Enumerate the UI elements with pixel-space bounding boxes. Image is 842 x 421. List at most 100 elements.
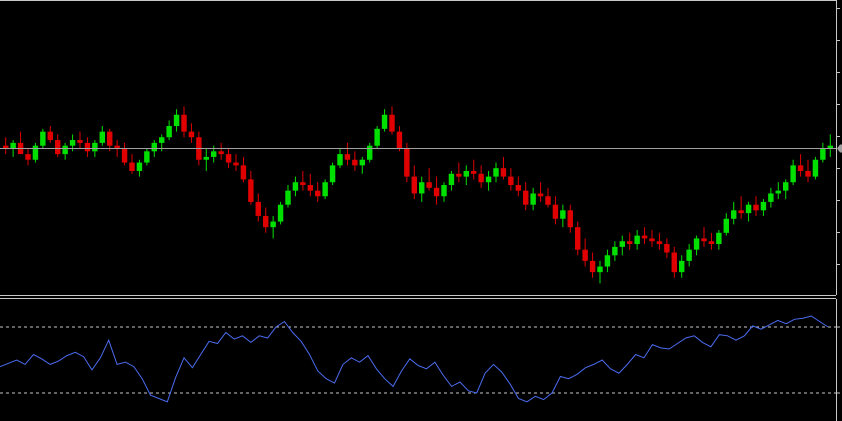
candle-body: [285, 190, 291, 205]
candle-down: [575, 221, 581, 256]
candle-body: [107, 131, 113, 146]
candle-body: [627, 241, 633, 245]
candle-down: [582, 238, 588, 267]
candle-up: [493, 162, 499, 183]
candle-body: [582, 249, 588, 261]
candle-down: [589, 252, 596, 278]
candle-up: [597, 260, 603, 284]
candle-body: [805, 170, 811, 177]
candle-up: [679, 255, 685, 278]
candle-body: [523, 190, 529, 205]
candle-down: [456, 162, 462, 183]
candle-up: [604, 249, 611, 273]
candle-body: [508, 176, 514, 186]
candle-down: [523, 182, 529, 211]
candle-body: [233, 162, 239, 166]
candle-down: [708, 232, 715, 250]
candle-body: [315, 190, 321, 197]
candle-body: [248, 179, 254, 202]
candle-down: [188, 123, 195, 143]
candle-body: [478, 173, 484, 183]
candle-down: [307, 173, 313, 197]
candle-body: [820, 148, 826, 160]
candle-down: [17, 131, 24, 155]
candle-body: [181, 114, 187, 132]
candle-body: [359, 159, 365, 166]
candle-body: [716, 232, 722, 245]
candle-body: [723, 218, 729, 233]
candle-down: [738, 196, 744, 219]
candle-up: [530, 187, 536, 211]
candle-body: [77, 140, 83, 143]
candle-down: [315, 182, 321, 202]
candle-body: [159, 137, 165, 143]
candle-body: [790, 165, 796, 183]
candle-up: [173, 109, 180, 132]
candle-body: [597, 266, 603, 273]
candle-down: [426, 168, 432, 191]
candle-up: [485, 170, 492, 191]
candle-body: [374, 128, 380, 146]
candle-body: [396, 131, 403, 149]
candle-body: [589, 260, 596, 273]
candle-down: [797, 154, 804, 177]
candle-down: [701, 227, 707, 247]
oscillator-panel[interactable]: [0, 315, 840, 403]
candle-body: [634, 235, 640, 245]
candle-down: [225, 148, 232, 169]
candle-down: [545, 187, 551, 208]
candle-down: [508, 168, 514, 191]
candle-body: [84, 142, 91, 152]
candle-body: [545, 196, 551, 205]
candle-down: [537, 182, 544, 202]
candle-down: [671, 246, 677, 278]
candle-body: [471, 170, 477, 174]
candle-down: [471, 159, 477, 180]
candle-body: [768, 193, 774, 202]
candle-body: [307, 185, 313, 191]
candle-body: [656, 241, 663, 245]
candle-up: [723, 213, 729, 236]
candle-up: [619, 235, 625, 256]
candle-down: [649, 229, 655, 247]
candle-body: [151, 142, 157, 152]
candle-down: [515, 176, 521, 197]
candle-body: [745, 204, 752, 214]
candle-body: [277, 204, 284, 222]
candle-down: [344, 142, 351, 166]
candle-body: [166, 126, 172, 138]
candle-body: [567, 210, 573, 228]
candle-body: [144, 151, 150, 163]
candle-up: [463, 165, 469, 186]
candle-body: [693, 238, 700, 250]
candle-body: [136, 162, 143, 171]
candle-up: [374, 126, 380, 149]
candle-body: [671, 252, 677, 273]
candle-body: [448, 173, 455, 186]
candle-up: [812, 156, 819, 180]
candle-up: [40, 128, 46, 149]
candle-down: [404, 142, 410, 183]
candle-body: [456, 173, 462, 177]
candle-down: [121, 142, 128, 166]
candle-down: [656, 232, 663, 250]
candle-body: [775, 190, 781, 194]
candle-up: [203, 148, 209, 171]
candle-body: [753, 204, 759, 211]
candle-down: [240, 156, 247, 183]
price-chart[interactable]: [0, 106, 842, 284]
candle-up: [292, 176, 299, 197]
candle-down: [300, 170, 306, 191]
candle-down: [233, 154, 239, 171]
candle-body: [129, 162, 135, 171]
candle-body: [552, 204, 559, 219]
candle-body: [812, 159, 819, 177]
candle-up: [285, 185, 291, 208]
candle-body: [322, 182, 328, 197]
candle-body: [649, 238, 655, 242]
candle-up: [144, 148, 150, 166]
candle-down: [396, 126, 403, 152]
candle-body: [485, 176, 492, 183]
